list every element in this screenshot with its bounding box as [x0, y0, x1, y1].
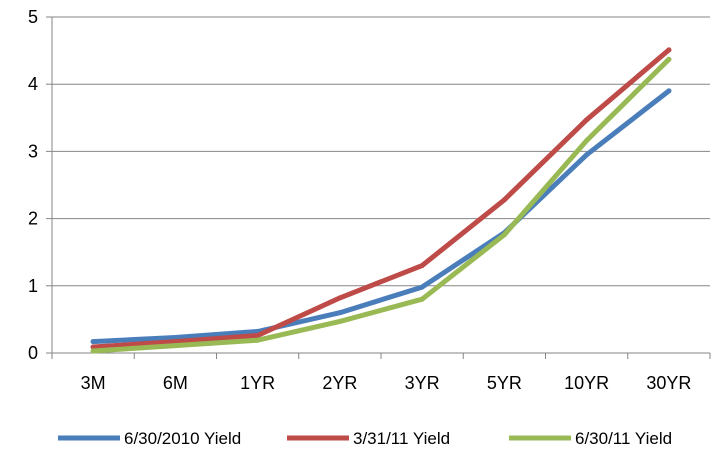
y-tick-label: 1 — [28, 276, 38, 296]
data-point — [172, 339, 178, 345]
x-tick-label: 5YR — [487, 373, 522, 393]
series-line-2 — [90, 47, 672, 350]
data-point — [90, 348, 96, 354]
legend-item-1: 6/30/2010 Yield — [58, 429, 241, 448]
y-tick-label: 0 — [28, 343, 38, 363]
data-point — [255, 333, 261, 339]
legend-label: 6/30/2010 Yield — [124, 429, 241, 448]
data-point — [501, 197, 507, 203]
data-point — [419, 284, 425, 290]
data-point — [337, 295, 343, 301]
x-tick-label: 6M — [163, 373, 188, 393]
x-tick-label: 30YR — [646, 373, 691, 393]
data-point — [90, 339, 96, 345]
data-point — [255, 337, 261, 343]
data-point — [337, 310, 343, 316]
x-tick-label: 10YR — [564, 373, 609, 393]
series-line-1 — [90, 88, 672, 345]
grid-layer — [52, 16, 710, 287]
legend-label: 6/30/11 Yield — [575, 429, 672, 448]
y-tick-label: 4 — [28, 74, 38, 94]
x-tick-label: 3M — [81, 373, 106, 393]
x-tick-label: 2YR — [322, 373, 357, 393]
data-point — [584, 117, 590, 123]
data-point — [666, 56, 672, 62]
series-line-3 — [90, 56, 672, 354]
data-point — [584, 138, 590, 144]
legend-item-2: 3/31/11 Yield — [287, 429, 450, 448]
axis-layer: 0 1 2 3 4 5 3M 6M 1YR 2YR 3YR 5YR 10YR 30YR — [28, 7, 711, 393]
y-tick-label: 2 — [28, 209, 38, 229]
legend-label: 3/31/11 Yield — [353, 429, 450, 448]
data-point — [172, 343, 178, 349]
data-point — [419, 263, 425, 269]
legend-item-3: 6/30/11 Yield — [509, 429, 672, 448]
x-tick-label: 3YR — [405, 373, 440, 393]
data-point — [501, 232, 507, 238]
data-point — [666, 88, 672, 94]
y-tick-label: 3 — [28, 141, 38, 161]
data-point — [666, 47, 672, 53]
y-tick-label: 5 — [28, 7, 38, 27]
data-point — [172, 335, 178, 341]
legend: 6/30/2010 Yield 3/31/11 Yield 6/30/11 Yiel… — [58, 429, 672, 448]
data-point — [90, 344, 96, 350]
data-point — [419, 296, 425, 302]
data-point — [584, 152, 590, 158]
data-point — [337, 318, 343, 324]
x-tick-label: 1YR — [240, 373, 275, 393]
series-layer — [90, 47, 672, 354]
